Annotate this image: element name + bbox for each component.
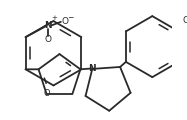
Text: O: O [61,17,68,26]
Text: O: O [43,89,50,98]
Text: +: + [51,15,57,21]
Text: O: O [183,16,187,25]
Text: O: O [44,35,51,44]
Text: N: N [88,64,96,73]
Text: −: − [67,13,73,22]
Text: N: N [44,21,51,30]
